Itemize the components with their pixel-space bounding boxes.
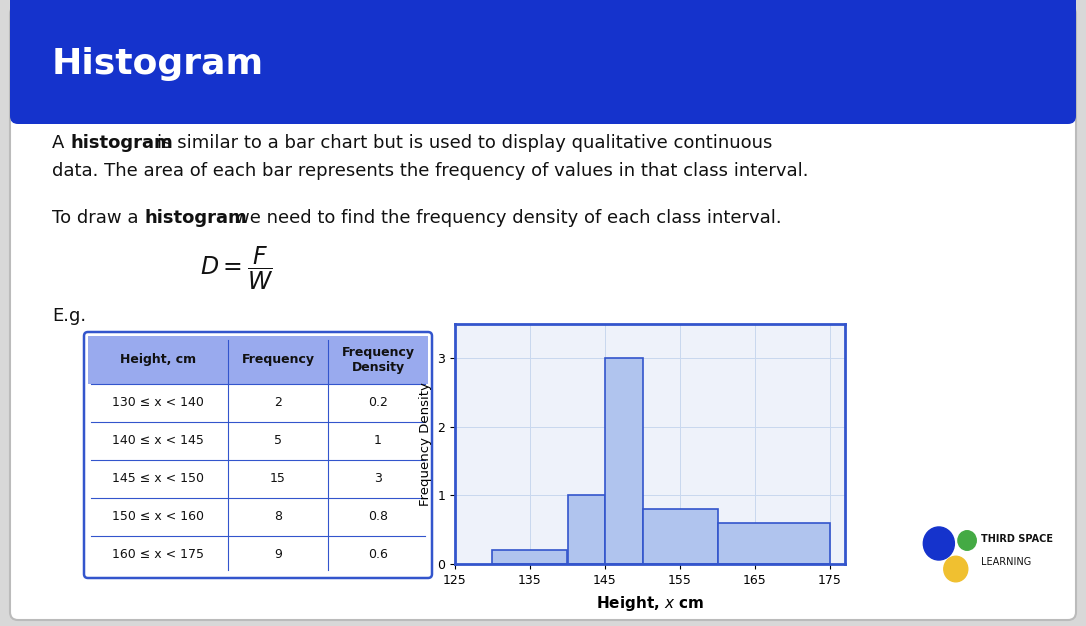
Text: 150 ≤ x < 160: 150 ≤ x < 160 (112, 510, 204, 523)
Text: Frequency: Frequency (241, 354, 315, 366)
Text: histogram: histogram (70, 134, 173, 152)
Bar (718, 523, 830, 564)
Text: 0.2: 0.2 (368, 396, 388, 409)
Text: 160 ≤ x < 175: 160 ≤ x < 175 (112, 548, 204, 562)
Text: 8: 8 (274, 510, 282, 523)
Circle shape (923, 527, 955, 560)
FancyBboxPatch shape (84, 332, 432, 578)
Text: 0.8: 0.8 (368, 510, 388, 523)
X-axis label: Height, $x$ cm: Height, $x$ cm (596, 593, 704, 613)
Text: Histogram: Histogram (52, 47, 264, 81)
Circle shape (944, 557, 968, 582)
Text: 130 ≤ x < 140: 130 ≤ x < 140 (112, 396, 204, 409)
FancyBboxPatch shape (10, 0, 1076, 124)
Text: A: A (52, 134, 71, 152)
Text: 3: 3 (374, 473, 382, 486)
Circle shape (958, 531, 976, 550)
Text: LEARNING: LEARNING (982, 557, 1032, 567)
Text: E.g.: E.g. (52, 307, 86, 325)
Text: 15: 15 (270, 473, 286, 486)
Bar (88, 336, 428, 384)
Text: data. The area of each bar represents the frequency of values in that class inte: data. The area of each bar represents th… (52, 162, 808, 180)
Bar (568, 495, 605, 564)
Bar (643, 509, 718, 564)
Text: 140 ≤ x < 145: 140 ≤ x < 145 (112, 434, 204, 448)
Bar (18, 86, 1068, 116)
Text: 9: 9 (274, 548, 282, 562)
Text: is similar to a bar chart but is used to display qualitative continuous: is similar to a bar chart but is used to… (157, 134, 772, 152)
Text: 145 ≤ x < 150: 145 ≤ x < 150 (112, 473, 204, 486)
Y-axis label: Frequency Density: Frequency Density (419, 382, 432, 506)
Text: we need to find the frequency density of each class interval.: we need to find the frequency density of… (235, 209, 782, 227)
Bar (492, 550, 568, 564)
Text: THIRD SPACE: THIRD SPACE (982, 534, 1053, 544)
Text: $D = \dfrac{F}{W}$: $D = \dfrac{F}{W}$ (200, 244, 274, 292)
Text: Height, cm: Height, cm (119, 354, 197, 366)
FancyBboxPatch shape (10, 6, 1076, 620)
Text: 2: 2 (274, 396, 282, 409)
Text: 5: 5 (274, 434, 282, 448)
Bar (605, 358, 643, 564)
Text: To draw a: To draw a (52, 209, 144, 227)
Text: 1: 1 (374, 434, 382, 448)
Text: Frequency
Density: Frequency Density (341, 346, 415, 374)
Text: 0.6: 0.6 (368, 548, 388, 562)
Text: histogram: histogram (144, 209, 247, 227)
